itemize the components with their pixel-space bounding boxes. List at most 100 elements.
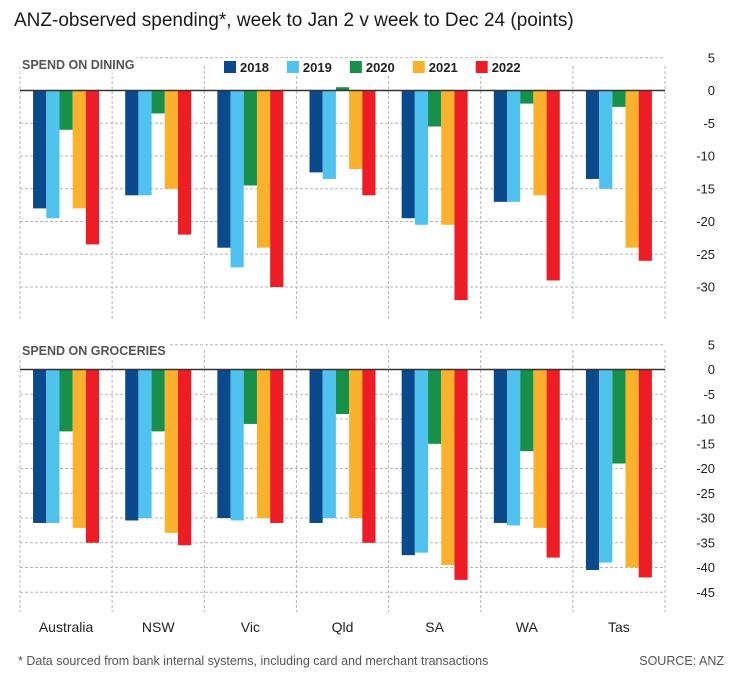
category-label: NSW	[142, 619, 175, 635]
bar-nsw-2022	[178, 90, 192, 235]
y-tick-label: 5	[708, 50, 715, 65]
y-tick-label: -15	[696, 436, 715, 451]
bar-wa-2018	[493, 369, 507, 523]
legend-label-2021: 2021	[429, 60, 458, 75]
bar-tas-2019	[599, 90, 613, 189]
bar-vic-2019	[230, 90, 244, 268]
footnote: * Data sourced from bank internal system…	[18, 654, 489, 668]
y-tick-label: -40	[696, 560, 715, 575]
legend-swatch-2022	[475, 61, 488, 73]
bar-tas-2022	[638, 90, 652, 261]
bar-sa-2018	[401, 369, 415, 556]
bar-wa-2021	[533, 369, 547, 528]
bar-nsw-2022	[178, 369, 192, 546]
bar-qld-2019	[322, 369, 336, 518]
bar-wa-2019	[506, 90, 521, 202]
bar-sa-2019	[414, 90, 429, 225]
bar-australia-2019	[46, 369, 60, 523]
category-label: SA	[425, 619, 444, 635]
panel-title-bg	[20, 343, 168, 359]
bar-nsw-2020	[151, 369, 165, 432]
category-label: Qld	[332, 619, 354, 635]
bar-qld-2022	[362, 369, 376, 543]
bar-sa-2020	[428, 90, 442, 127]
category-label: Tas	[608, 619, 630, 635]
bar-wa-2022	[546, 90, 560, 281]
bar-tas-2021	[625, 90, 639, 248]
bar-nsw-2020	[151, 90, 165, 114]
bar-wa-2021	[533, 90, 547, 196]
legend: 2018 2019 2020 2021 2022	[218, 58, 529, 76]
y-tick-label: -25	[696, 247, 715, 262]
bar-wa-2020	[520, 369, 534, 452]
bar-wa-2018	[493, 90, 507, 202]
bar-wa-2020	[520, 90, 534, 104]
y-tick-label: -25	[696, 486, 715, 501]
bar-tas-2019	[599, 369, 613, 563]
bar-sa-2022	[454, 90, 468, 301]
y-tick-label: -5	[703, 387, 715, 402]
bar-australia-2020	[59, 90, 73, 130]
bar-tas-2021	[625, 369, 639, 568]
legend-swatch-2021	[412, 61, 425, 73]
bar-qld-2018	[309, 369, 323, 523]
bar-sa-2020	[428, 369, 442, 444]
bar-australia-2022	[85, 369, 100, 543]
bar-vic-2020	[243, 90, 257, 186]
legend-label-2020: 2020	[366, 60, 395, 75]
legend-label-2022: 2022	[492, 60, 521, 75]
bar-qld-2019	[322, 90, 336, 179]
y-tick-label: -20	[696, 461, 715, 476]
y-tick-label: -10	[696, 149, 715, 164]
bar-vic-2018	[217, 369, 231, 518]
bar-australia-2021	[72, 90, 86, 209]
panel-title: SPEND ON DINING	[22, 58, 135, 72]
y-tick-label: -30	[696, 280, 715, 295]
bar-nsw-2018	[125, 369, 139, 521]
source-credit: SOURCE: ANZ	[639, 654, 724, 668]
category-label: Australia	[39, 619, 94, 635]
bar-qld-2020	[335, 87, 350, 91]
bar-tas-2018	[585, 90, 600, 179]
bar-vic-2022	[270, 90, 284, 287]
panel-title-bg	[20, 57, 137, 73]
bar-vic-2021	[256, 369, 271, 518]
bar-sa-2019	[414, 369, 429, 553]
y-tick-label: 0	[708, 83, 715, 98]
bar-sa-2022	[454, 369, 468, 580]
bar-australia-2018	[33, 90, 47, 209]
bar-vic-2021	[256, 90, 271, 248]
y-tick-label: -10	[696, 412, 715, 427]
bar-qld-2021	[349, 90, 363, 170]
bar-sa-2018	[401, 90, 415, 219]
legend-swatch-2020	[349, 61, 362, 73]
bar-nsw-2019	[138, 90, 152, 196]
bar-sa-2021	[441, 90, 455, 225]
bar-vic-2018	[217, 90, 231, 248]
y-tick-label: -35	[696, 535, 715, 550]
y-tick-label: 5	[708, 337, 715, 352]
bar-australia-2020	[59, 369, 73, 432]
bar-australia-2021	[72, 369, 86, 528]
bar-wa-2022	[546, 369, 560, 558]
panel-title: SPEND ON GROCERIES	[22, 344, 166, 358]
legend-label-2018: 2018	[240, 60, 269, 75]
bar-wa-2019	[506, 369, 521, 526]
bar-qld-2020	[335, 369, 350, 415]
bar-nsw-2019	[138, 369, 152, 518]
y-tick-label: -20	[696, 214, 715, 229]
bar-tas-2018	[585, 369, 600, 570]
bar-nsw-2021	[164, 90, 179, 189]
category-label: Vic	[241, 619, 260, 635]
bar-tas-2022	[638, 369, 652, 578]
bar-australia-2022	[85, 90, 100, 245]
y-tick-label: -5	[703, 116, 715, 131]
panel-groceries: 5 0 -5 -10 -15 -20 -25 -30 -35 -40 -45 SPEND ON GRO…	[19, 337, 715, 635]
bar-sa-2021	[441, 369, 455, 566]
category-label: WA	[516, 619, 539, 635]
legend-swatch-2019	[286, 61, 299, 73]
legend-label-2019: 2019	[303, 60, 332, 75]
page-title: ANZ-observed spending*, week to Jan 2 v …	[14, 10, 574, 31]
panel-dining: 5 0 -5 -10 -15 -20 -25 -30 SPEND ON DINING	[19, 50, 715, 320]
